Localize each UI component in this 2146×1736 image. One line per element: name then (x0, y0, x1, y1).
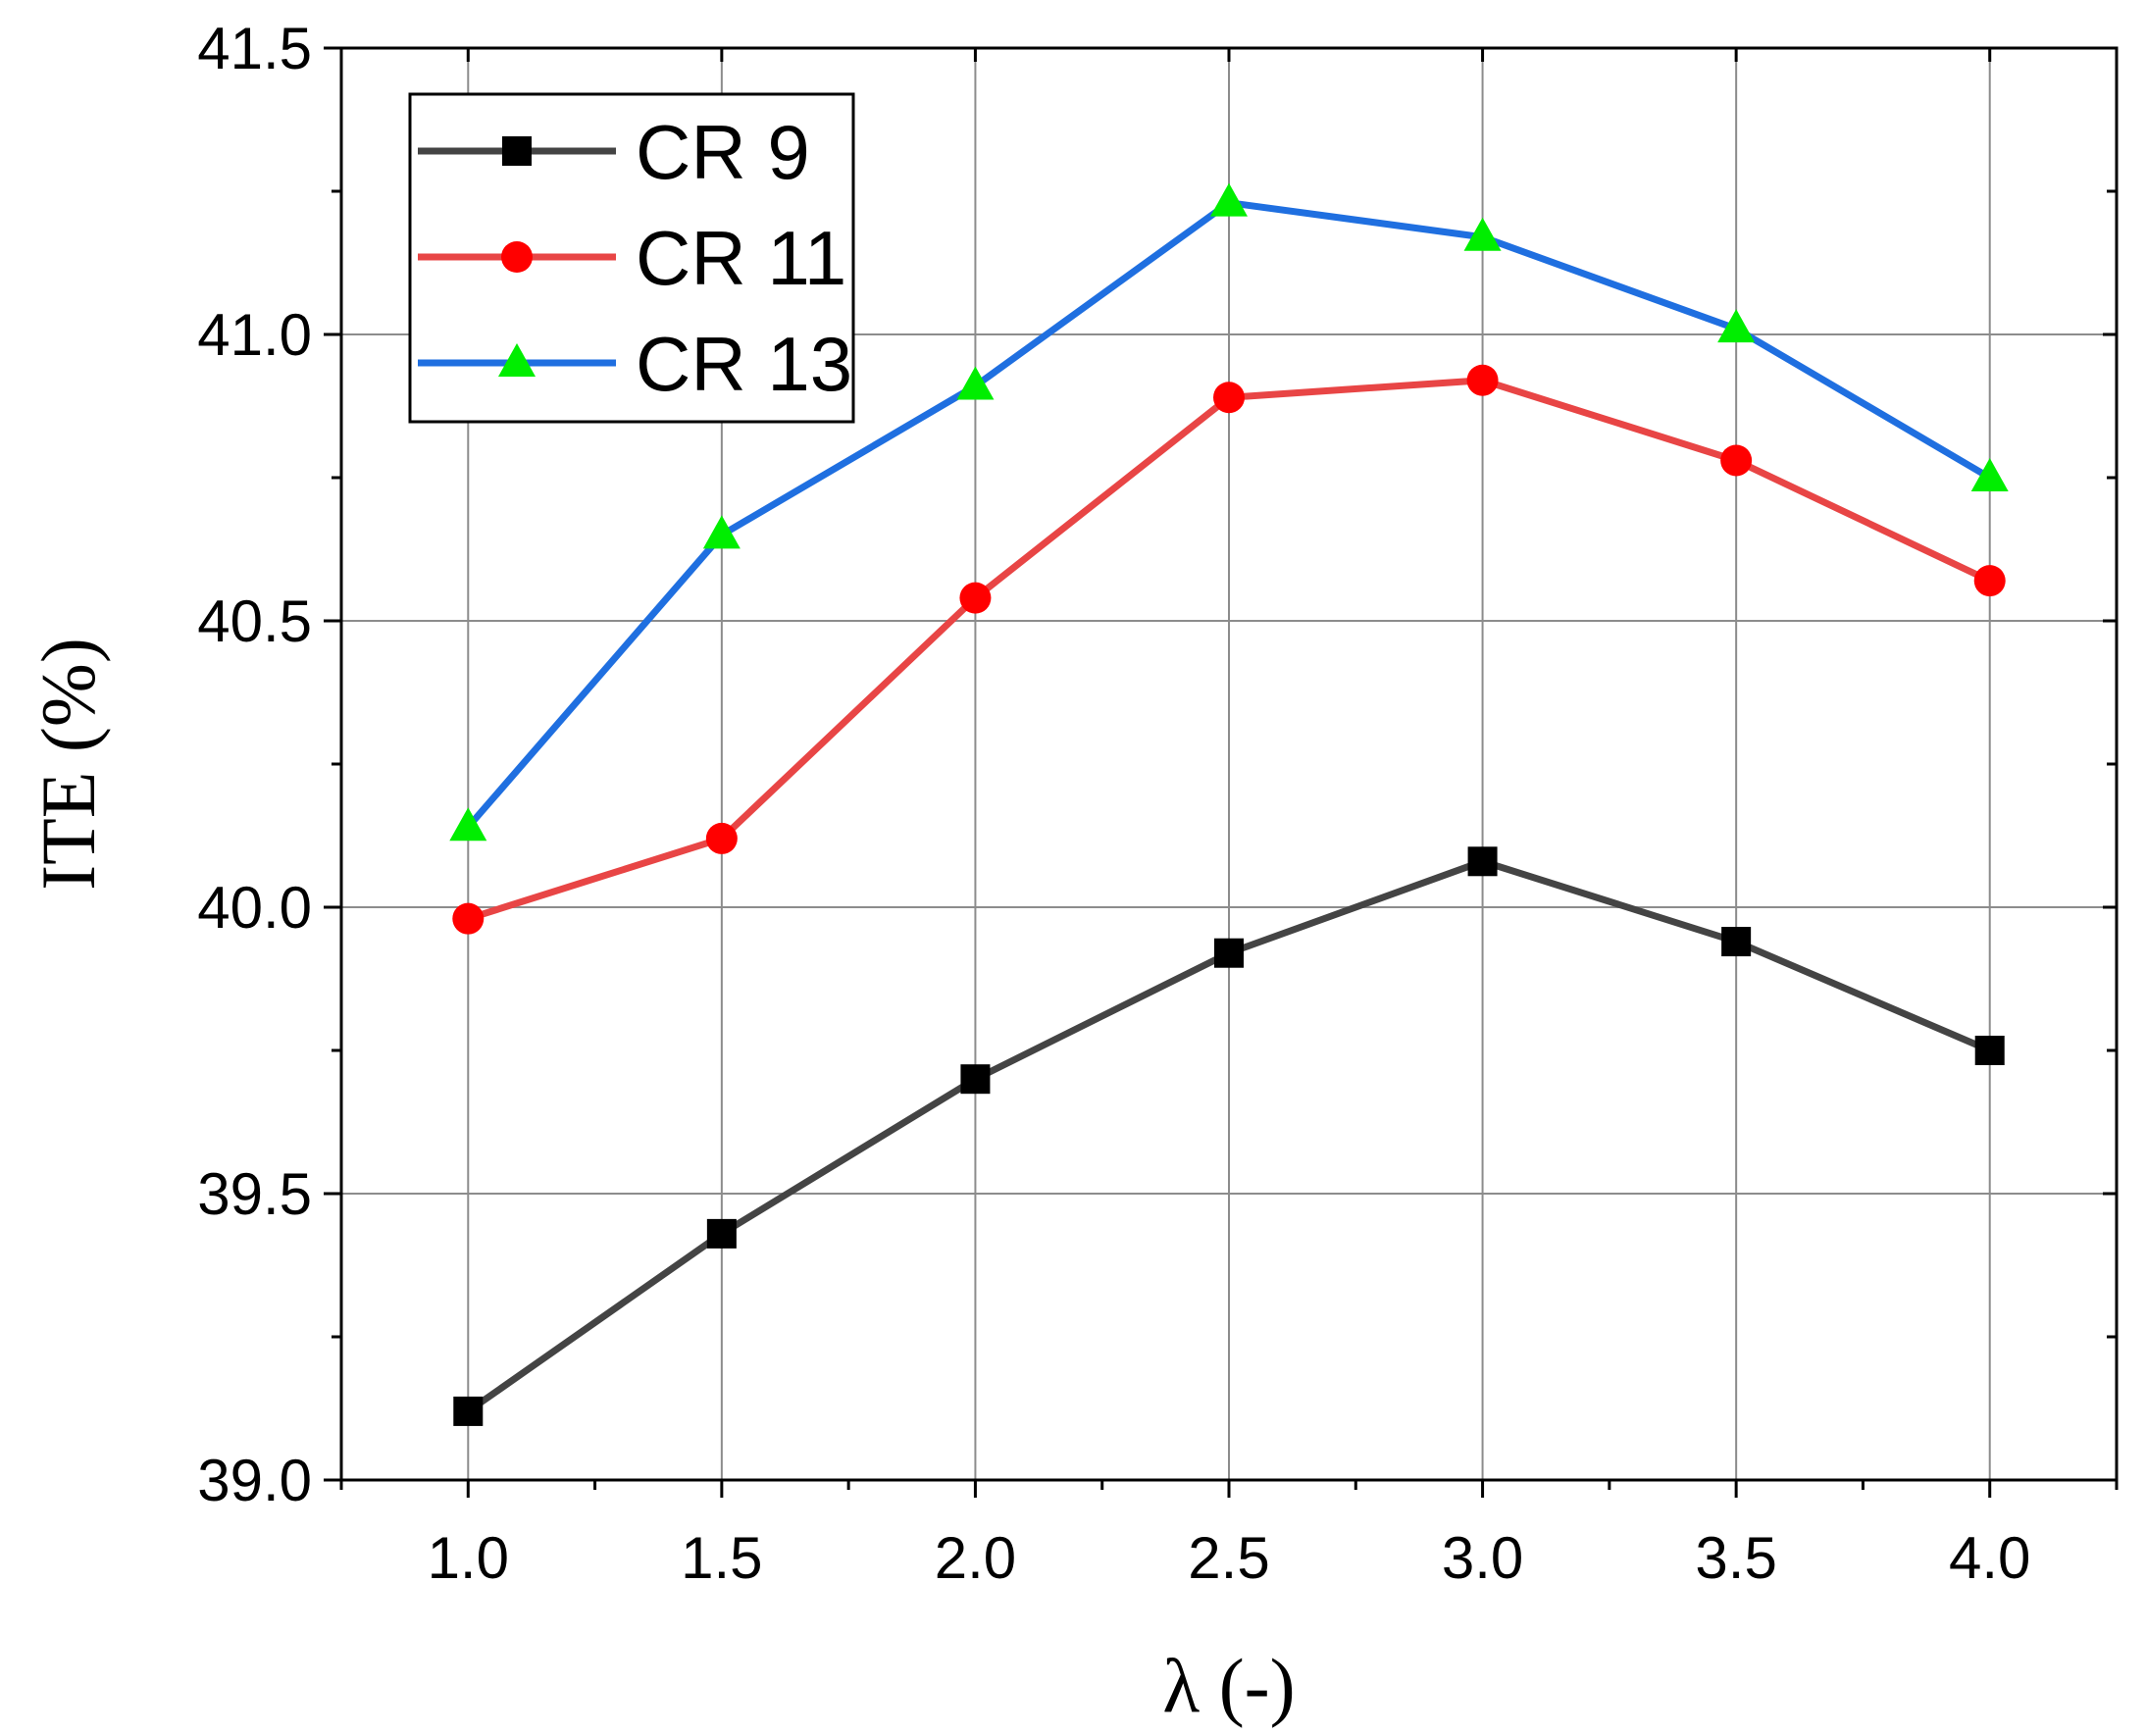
legend-item: CR 9 (418, 109, 810, 195)
data-point (1974, 1036, 2005, 1065)
series-cr-13 (449, 182, 2009, 842)
data-point (959, 582, 992, 614)
legend-item: CR 13 (418, 321, 852, 407)
data-point (1466, 364, 1499, 396)
data-point (956, 366, 995, 400)
x-tick-label: 4.0 (1949, 1525, 2030, 1591)
y-tick-label: 41.0 (197, 302, 312, 368)
y-axis-title: ITE (%) (26, 638, 111, 891)
data-point (1973, 565, 2006, 597)
series-cr-11 (452, 364, 2006, 935)
data-point (452, 902, 485, 935)
data-point (449, 807, 487, 842)
data-point (1214, 938, 1244, 968)
y-tick-label: 40.0 (197, 875, 312, 941)
x-tick-label: 2.5 (1188, 1525, 1269, 1591)
y-tick-label: 39.5 (197, 1161, 312, 1227)
legend-label: CR 13 (636, 321, 852, 407)
data-point (706, 1218, 737, 1249)
legend-marker (502, 136, 532, 166)
x-tick-label: 3.0 (1442, 1525, 1523, 1591)
x-tick-label: 1.5 (681, 1525, 762, 1591)
series-group (449, 182, 2009, 1426)
data-point (1720, 444, 1753, 477)
x-tick-label: 3.5 (1695, 1525, 1776, 1591)
y-tick-label: 39.0 (197, 1448, 312, 1513)
data-point (960, 1064, 991, 1095)
x-tick-label: 1.0 (428, 1525, 509, 1591)
tick-labels: 1.0 1.5 2.0 2.5 3.0 3.5 4.0 39.0 39.5 40.0 40.5 41.… (197, 16, 2030, 1591)
data-point (705, 822, 738, 854)
data-point (1970, 458, 2009, 491)
y-tick-label: 40.5 (197, 588, 312, 654)
data-point (1213, 382, 1245, 414)
data-point (702, 515, 741, 549)
y-tick-label: 41.5 (197, 16, 312, 81)
data-point (453, 1396, 484, 1426)
data-point (1463, 217, 1502, 251)
legend-item: CR 11 (418, 215, 846, 301)
legend-marker (501, 241, 533, 273)
data-point (1721, 927, 1752, 957)
legend: CR 9 CR 11 CR 13 (408, 92, 855, 424)
axes (324, 46, 2119, 1498)
x-tick-label: 2.0 (935, 1525, 1016, 1591)
legend-label: CR 11 (636, 215, 846, 301)
x-axis-title: λ (-) (1162, 1643, 1295, 1728)
series-cr-9 (453, 846, 2005, 1426)
data-point (1210, 182, 1248, 217)
legend-label: CR 9 (636, 109, 810, 195)
data-point (1467, 846, 1498, 877)
legend-marker (498, 343, 536, 377)
data-point (1717, 309, 1756, 343)
